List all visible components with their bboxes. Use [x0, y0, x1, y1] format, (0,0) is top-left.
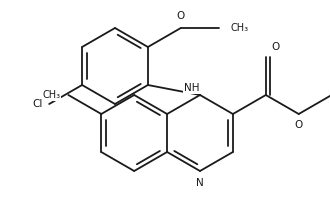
- Text: O: O: [272, 42, 280, 52]
- Text: NH: NH: [184, 83, 199, 93]
- Text: CH₃: CH₃: [231, 23, 249, 33]
- Text: O: O: [177, 11, 185, 21]
- Text: O: O: [295, 120, 303, 130]
- Text: N: N: [196, 178, 204, 188]
- Text: Cl: Cl: [33, 99, 43, 109]
- Text: CH₃: CH₃: [42, 90, 60, 100]
